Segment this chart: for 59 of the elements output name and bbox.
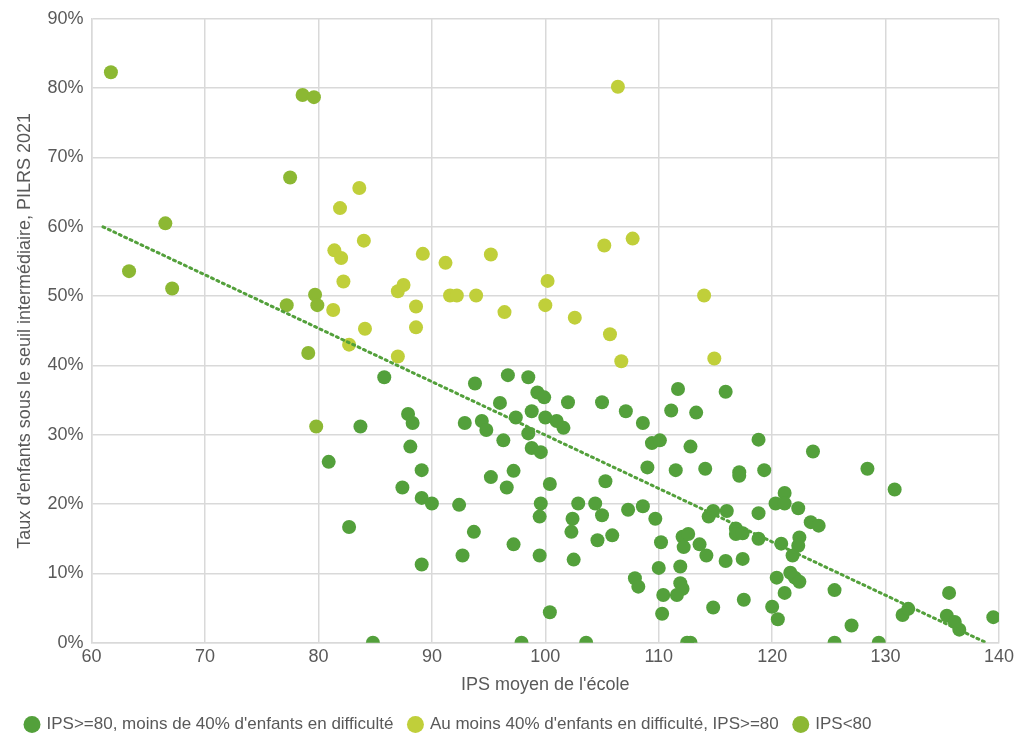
point <box>415 246 430 261</box>
point <box>357 321 372 336</box>
x-tick-label: 90 <box>421 645 442 666</box>
x-tick-label: 100 <box>530 645 561 666</box>
x-tick-label: 120 <box>757 645 788 666</box>
legend-label: IPS>=80, moins de 40% d'enfants en difficulté <box>46 714 394 734</box>
legend-label: IPS<80 <box>815 714 872 734</box>
point <box>540 273 555 288</box>
point <box>483 247 498 262</box>
y-tick-label: 70% <box>47 146 84 167</box>
point <box>610 79 625 94</box>
point <box>103 65 118 80</box>
point <box>306 90 321 105</box>
y-tick-label: 10% <box>47 562 84 583</box>
point <box>697 288 712 303</box>
point <box>336 274 351 289</box>
point <box>469 288 484 303</box>
point <box>707 351 722 366</box>
point <box>409 320 424 335</box>
x-tick-label: 140 <box>983 645 1015 666</box>
point <box>438 255 453 270</box>
point <box>333 201 348 216</box>
y-tick-label: 0% <box>57 631 84 652</box>
point <box>625 231 640 246</box>
point <box>538 298 553 313</box>
point <box>409 299 424 314</box>
point <box>614 354 629 369</box>
point <box>309 419 324 434</box>
x-tick-label: 70 <box>195 645 216 666</box>
y-tick-label: 20% <box>47 493 84 514</box>
y-tick-label: 80% <box>47 77 84 98</box>
y-axis-title: Taux d'enfants sous le seuil intermédiaire, PILRS 2021 <box>13 112 34 549</box>
x-tick-label: 110 <box>644 645 674 666</box>
y-tick-label: 30% <box>47 423 84 444</box>
point <box>356 233 371 248</box>
point <box>122 264 137 279</box>
y-tick-label: 50% <box>47 285 84 306</box>
y-tick-label: 90% <box>47 7 84 28</box>
point <box>165 281 180 296</box>
point <box>158 216 173 231</box>
legend-label: Au moins 40% d'enfants en difficulté, IPS>=80 <box>429 714 779 734</box>
x-tick-label: 130 <box>870 645 901 666</box>
x-axis-title: IPS moyen de l'école <box>461 674 630 695</box>
y-tick-label: 40% <box>47 354 84 375</box>
point <box>597 238 612 253</box>
point <box>301 345 316 360</box>
point <box>283 170 298 185</box>
point <box>567 310 582 325</box>
point <box>334 251 349 265</box>
point <box>310 298 325 313</box>
point <box>279 298 294 313</box>
point <box>497 305 512 320</box>
point <box>326 303 341 317</box>
point <box>396 278 411 293</box>
point <box>352 180 367 195</box>
point <box>602 327 617 342</box>
point <box>390 349 405 364</box>
y-tick-label: 60% <box>47 215 84 236</box>
x-tick-label: 80 <box>308 645 329 666</box>
